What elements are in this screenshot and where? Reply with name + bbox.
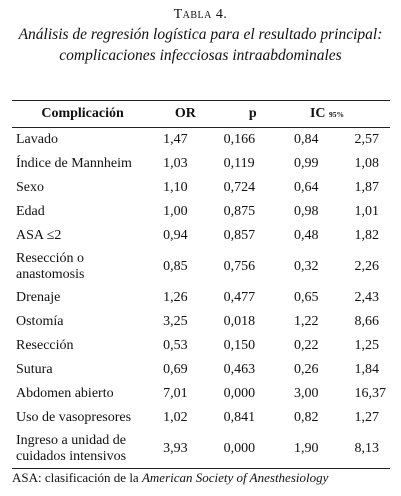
- cell-or: 0,94: [163, 228, 188, 243]
- cell-ic-high: 8,13: [348, 430, 390, 469]
- header-ic: IC 95%: [287, 100, 390, 128]
- cell-or: 0,69: [163, 362, 188, 377]
- cell-ic-high: 1,82: [354, 228, 380, 243]
- cell-or: 1,47: [163, 132, 188, 147]
- cell-complicacion: Ingreso a unidad de cuidados intensivos: [12, 430, 154, 469]
- cell-p: 0,166: [223, 132, 256, 147]
- table-row: Drenaje 1,26 0,477 0,65 2,43: [12, 286, 390, 310]
- cell-or: 1,03: [163, 156, 188, 171]
- cell-ic-high: 1,01: [354, 204, 380, 219]
- cell-complicacion: Índice de Mannheim: [16, 156, 132, 171]
- table-row: Uso de vasopresores 1,02 0,841 0,82 1,27: [12, 406, 390, 430]
- cell-or: 0,53: [163, 338, 188, 353]
- cell-p: 0,857: [223, 228, 256, 243]
- cell-ic-high: 1,84: [354, 362, 380, 377]
- table-row: Sexo 1,10 0,724 0,64 1,87: [12, 176, 390, 200]
- table-footnote: ASA: clasificación de la American Societ…: [12, 470, 328, 486]
- footnote-italic: American Society of Anesthesiology: [141, 470, 329, 485]
- regression-table: Complicación OR p IC 95% Lavado 1,47 0,1…: [12, 100, 390, 469]
- cell-p: 0,000: [217, 430, 288, 469]
- cell-complicacion: Resección o anastomosis: [16, 251, 85, 282]
- header-ic-label: IC: [309, 106, 326, 121]
- cell-complicacion: ASA ≤2: [16, 228, 62, 243]
- cell-ic-low: 0,65: [293, 290, 319, 305]
- cell-p: 0,841: [223, 410, 256, 425]
- table-row: Índice de Mannheim 1,03 0,119 0,99 1,08: [12, 152, 390, 176]
- cell-ic-low: 0,32: [293, 259, 319, 274]
- table-label: Tabla 4.: [173, 7, 228, 22]
- cell-ic-low: 0,99: [293, 156, 319, 171]
- cell-complicacion: Uso de vasopresores: [16, 410, 132, 425]
- cell-or: 3,25: [163, 314, 188, 329]
- cell-p: 0,724: [223, 180, 256, 195]
- cell-ic-high: 1,08: [354, 156, 380, 171]
- cell-p: 0,463: [223, 362, 256, 377]
- cell-ic-high: 8,66: [354, 314, 380, 329]
- cell-complicacion: Drenaje: [16, 290, 61, 305]
- cell-ic-high: 16,37: [354, 386, 387, 401]
- table-row: ASA ≤2 0,94 0,857 0,48 1,82: [12, 224, 390, 248]
- cell-p: 0,477: [223, 290, 256, 305]
- cell-p: 0,875: [223, 204, 256, 219]
- cell-complicacion: Sexo: [16, 180, 44, 195]
- cell-complicacion: Abdomen abierto: [16, 386, 114, 401]
- cell-ic-low: 0,48: [293, 228, 319, 243]
- cell-complicacion: Edad: [16, 204, 45, 219]
- cell-ic-low: 0,22: [293, 338, 319, 353]
- cell-ic-low: 0,98: [293, 204, 319, 219]
- table-row: Resección o anastomosis 0,85 0,756 0,32 …: [12, 248, 390, 286]
- header-p: p: [217, 100, 288, 128]
- cell-or: 1,02: [163, 410, 188, 425]
- cell-ic-low: 0,82: [293, 410, 319, 425]
- table-row: Ostomía 3,25 0,018 1,22 8,66: [12, 310, 390, 334]
- cell-p: 0,150: [223, 338, 256, 353]
- table-row: Edad 1,00 0,875 0,98 1,01: [12, 200, 390, 224]
- cell-complicacion: Sutura: [16, 362, 53, 377]
- cell-p: 0,018: [223, 314, 256, 329]
- cell-or: 1,26: [163, 290, 188, 305]
- cell-ic-high: 1,27: [354, 410, 380, 425]
- table-row: Sutura 0,69 0,463 0,26 1,84: [12, 358, 390, 382]
- cell-complicacion: Resección: [16, 338, 74, 353]
- cell-ic-high: 2,57: [354, 132, 380, 147]
- table-row: Ingreso a unidad de cuidados intensivos …: [12, 430, 390, 469]
- cell-or: 7,01: [163, 386, 188, 401]
- cell-ic-low: 0,26: [293, 362, 319, 377]
- cell-ic-low: 0,84: [293, 132, 319, 147]
- cell-ic-high: 1,87: [354, 180, 380, 195]
- header-ic-subscript: 95%: [329, 110, 345, 119]
- cell-or: 3,93: [153, 430, 218, 469]
- cell-p: 0,000: [223, 386, 256, 401]
- cell-ic-high: 1,25: [354, 338, 380, 353]
- cell-ic-low: 1,22: [293, 314, 319, 329]
- table-caption: Tabla 4. Análisis de regresión logística…: [0, 0, 401, 66]
- table-row: Abdomen abierto 7,01 0,000 3,00 16,37: [12, 382, 390, 406]
- cell-ic-low: 0,64: [293, 180, 319, 195]
- cell-complicacion: Ostomía: [16, 314, 64, 329]
- table-row: Lavado 1,47 0,166 0,84 2,57: [12, 128, 390, 153]
- cell-complicacion: Lavado: [16, 132, 58, 147]
- header-complicacion: Complicación: [12, 100, 154, 128]
- table-row: Resección 0,53 0,150 0,22 1,25: [12, 334, 390, 358]
- cell-ic-low: 1,90: [287, 430, 349, 469]
- cell-or: 1,00: [163, 204, 188, 219]
- cell-p: 0,756: [223, 259, 256, 274]
- cell-or: 0,85: [163, 259, 188, 274]
- cell-ic-low: 3,00: [293, 386, 319, 401]
- cell-ic-high: 2,26: [354, 259, 380, 274]
- cell-p: 0,119: [223, 156, 255, 171]
- footnote-text: ASA: clasificación de la: [12, 470, 142, 485]
- cell-ic-high: 2,43: [354, 290, 380, 305]
- header-row: Complicación OR p IC 95%: [12, 100, 390, 128]
- header-or: OR: [153, 100, 218, 128]
- table-title: Análisis de regresión logística para el …: [18, 26, 383, 64]
- cell-or: 1,10: [163, 180, 188, 195]
